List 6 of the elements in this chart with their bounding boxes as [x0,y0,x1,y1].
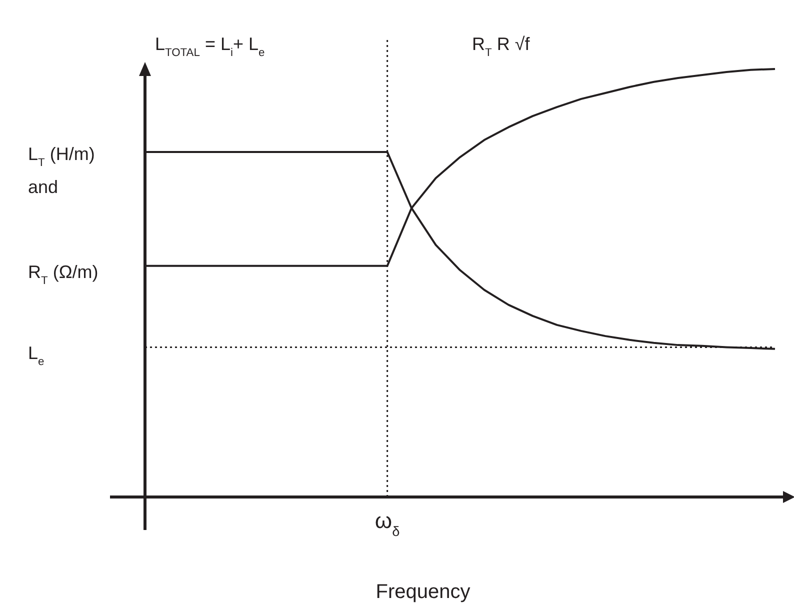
text: R$_{T}$ R √f [472,34,531,59]
text: ω$_{δ}$ [374,508,400,538]
ref-line-label: L$_{e}$ [28,343,44,368]
text: L$_{TOTAL}$ = L$_{i}$+ L$_{e}$ [155,34,265,59]
text: L$_{T}$ (H/m) and R$_{T}$ (Ω/m) [28,144,98,287]
x-axis-title: Frequency [376,581,470,603]
